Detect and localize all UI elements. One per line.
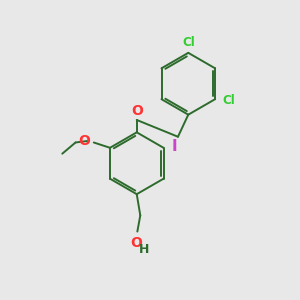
Text: Cl: Cl — [222, 94, 235, 107]
Text: I: I — [172, 139, 177, 154]
Text: H: H — [139, 243, 149, 256]
Text: O: O — [78, 134, 90, 148]
Text: O: O — [130, 236, 142, 250]
Text: O: O — [131, 104, 143, 118]
Text: Cl: Cl — [182, 36, 195, 49]
